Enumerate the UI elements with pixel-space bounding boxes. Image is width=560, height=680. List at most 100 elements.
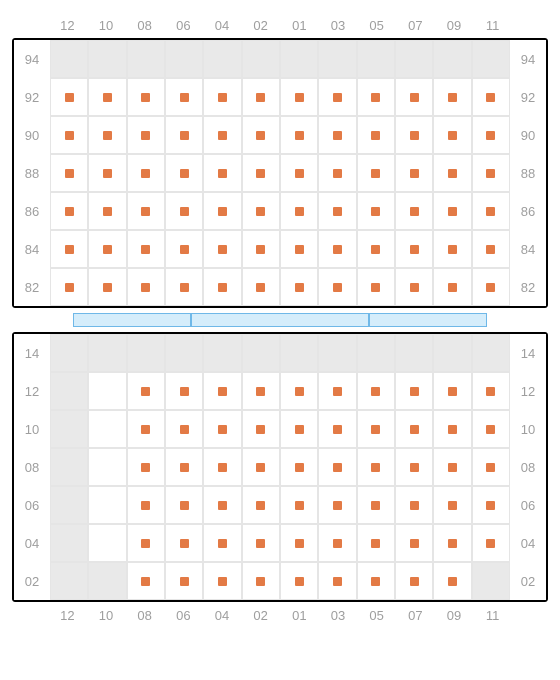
seat-cell[interactable] [395,268,433,306]
seat-cell[interactable] [395,40,433,78]
seat-cell[interactable] [280,230,318,268]
seat-cell[interactable] [165,268,203,306]
seat-cell[interactable] [203,448,241,486]
seat-cell[interactable] [472,524,510,562]
seat-cell[interactable] [242,78,280,116]
seat-cell[interactable] [50,154,88,192]
seat-cell[interactable] [88,372,126,410]
seat-cell[interactable] [357,372,395,410]
seat-cell[interactable] [242,268,280,306]
seat-cell[interactable] [357,116,395,154]
seat-cell[interactable] [357,410,395,448]
seat-cell[interactable] [280,40,318,78]
seat-cell[interactable] [203,40,241,78]
seat-cell[interactable] [472,268,510,306]
seat-cell[interactable] [50,192,88,230]
seat-cell[interactable] [242,116,280,154]
seat-cell[interactable] [395,524,433,562]
seat-cell[interactable] [280,372,318,410]
seat-cell[interactable] [165,486,203,524]
seat-cell[interactable] [50,410,88,448]
seat-cell[interactable] [242,410,280,448]
seat-cell[interactable] [203,192,241,230]
seat-cell[interactable] [203,154,241,192]
seat-cell[interactable] [318,562,356,600]
seat-cell[interactable] [433,40,471,78]
seat-cell[interactable] [203,230,241,268]
seat-cell[interactable] [88,154,126,192]
seat-cell[interactable] [433,486,471,524]
seat-cell[interactable] [127,192,165,230]
seat-cell[interactable] [318,268,356,306]
seat-cell[interactable] [203,78,241,116]
seat-cell[interactable] [203,372,241,410]
seat-cell[interactable] [88,116,126,154]
seat-cell[interactable] [357,40,395,78]
seat-cell[interactable] [357,486,395,524]
seat-cell[interactable] [318,40,356,78]
seat-cell[interactable] [433,372,471,410]
seat-cell[interactable] [318,192,356,230]
seat-cell[interactable] [127,78,165,116]
seat-cell[interactable] [242,40,280,78]
seat-cell[interactable] [280,154,318,192]
seat-cell[interactable] [127,524,165,562]
seat-cell[interactable] [127,410,165,448]
seat-cell[interactable] [280,562,318,600]
seat-cell[interactable] [127,448,165,486]
seat-cell[interactable] [280,268,318,306]
seat-cell[interactable] [357,154,395,192]
seat-cell[interactable] [472,40,510,78]
seat-cell[interactable] [433,410,471,448]
seat-cell[interactable] [203,334,241,372]
seat-cell[interactable] [280,448,318,486]
seat-cell[interactable] [318,486,356,524]
seat-cell[interactable] [318,448,356,486]
seat-cell[interactable] [165,78,203,116]
seat-cell[interactable] [357,230,395,268]
seat-cell[interactable] [50,230,88,268]
seat-cell[interactable] [472,154,510,192]
seat-cell[interactable] [50,372,88,410]
seat-cell[interactable] [318,334,356,372]
seat-cell[interactable] [127,486,165,524]
seat-cell[interactable] [127,268,165,306]
seat-cell[interactable] [203,524,241,562]
seat-cell[interactable] [242,230,280,268]
seat-cell[interactable] [280,486,318,524]
seat-cell[interactable] [472,448,510,486]
seat-cell[interactable] [395,78,433,116]
seat-cell[interactable] [433,334,471,372]
seat-cell[interactable] [433,524,471,562]
seat-cell[interactable] [50,116,88,154]
seat-cell[interactable] [357,78,395,116]
seat-cell[interactable] [50,40,88,78]
seat-cell[interactable] [357,334,395,372]
seat-cell[interactable] [433,154,471,192]
seat-cell[interactable] [88,486,126,524]
seat-cell[interactable] [165,448,203,486]
seat-cell[interactable] [433,116,471,154]
seat-cell[interactable] [472,78,510,116]
seat-cell[interactable] [88,192,126,230]
seat-cell[interactable] [357,268,395,306]
seat-cell[interactable] [50,562,88,600]
seat-cell[interactable] [395,562,433,600]
seat-cell[interactable] [280,78,318,116]
seat-cell[interactable] [395,192,433,230]
seat-cell[interactable] [395,154,433,192]
seat-cell[interactable] [165,230,203,268]
seat-cell[interactable] [318,410,356,448]
seat-cell[interactable] [88,410,126,448]
seat-cell[interactable] [357,562,395,600]
seat-cell[interactable] [165,192,203,230]
seat-cell[interactable] [318,524,356,562]
seat-cell[interactable] [242,334,280,372]
seat-cell[interactable] [242,192,280,230]
seat-cell[interactable] [357,192,395,230]
seat-cell[interactable] [127,334,165,372]
seat-cell[interactable] [395,410,433,448]
seat-cell[interactable] [242,486,280,524]
seat-cell[interactable] [472,372,510,410]
seat-cell[interactable] [395,334,433,372]
